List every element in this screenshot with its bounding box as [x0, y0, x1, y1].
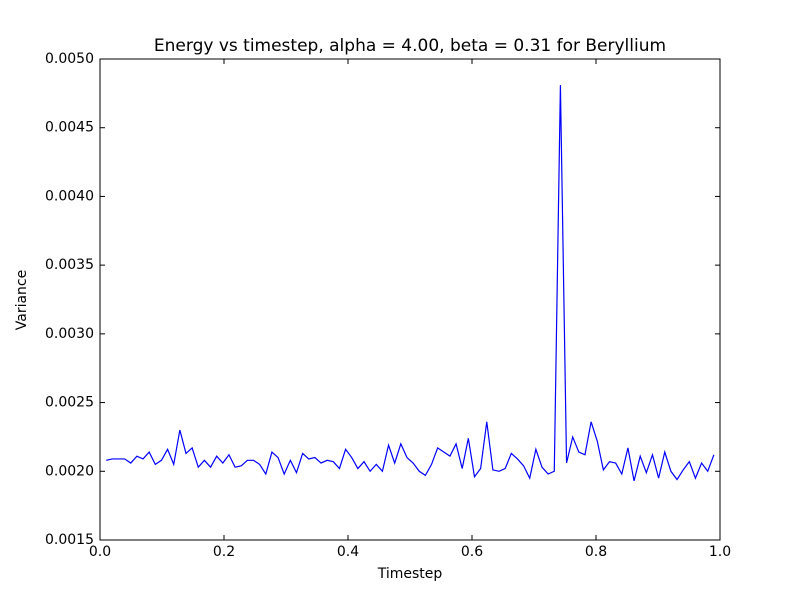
x-tick-label: 0.0: [89, 544, 111, 560]
chart-title: Energy vs timestep, alpha = 4.00, beta =…: [154, 36, 666, 56]
y-tick-label: 0.0015: [45, 532, 94, 548]
y-tick-label: 0.0030: [45, 326, 94, 342]
x-axis-label: Timestep: [377, 566, 443, 582]
y-tick-label: 0.0025: [45, 395, 94, 411]
y-tick-label: 0.0045: [45, 120, 94, 136]
x-tick-label: 0.6: [461, 544, 483, 560]
y-axis-label: Variance: [14, 270, 30, 330]
x-tick-label: 0.8: [585, 544, 607, 560]
y-tick-label: 0.0040: [45, 188, 94, 204]
x-tick-label: 0.2: [213, 544, 235, 560]
y-tick-label: 0.0035: [45, 257, 94, 273]
y-tick-label: 0.0050: [45, 51, 94, 67]
x-tick-label: 0.4: [337, 544, 359, 560]
line: [106, 85, 715, 482]
x-tick-label: 1.0: [709, 544, 731, 560]
y-tick-label: 0.0020: [45, 463, 94, 479]
plot-frame: [99, 58, 721, 541]
